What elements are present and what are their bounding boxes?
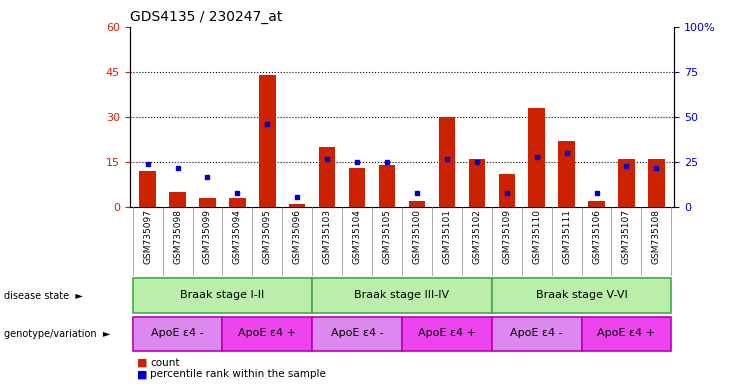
Bar xyxy=(199,198,216,207)
FancyBboxPatch shape xyxy=(133,278,312,313)
Bar xyxy=(499,174,515,207)
Bar xyxy=(648,159,665,207)
Text: ApoE ε4 -: ApoE ε4 - xyxy=(151,328,204,338)
FancyBboxPatch shape xyxy=(492,278,671,313)
Text: GSM735104: GSM735104 xyxy=(353,209,362,264)
Text: percentile rank within the sample: percentile rank within the sample xyxy=(150,369,326,379)
Text: count: count xyxy=(150,358,180,368)
Bar xyxy=(588,201,605,207)
Text: GSM735106: GSM735106 xyxy=(592,209,601,264)
Text: ApoE ε4 +: ApoE ε4 + xyxy=(239,328,296,338)
FancyBboxPatch shape xyxy=(402,317,492,351)
Text: ApoE ε4 -: ApoE ε4 - xyxy=(511,328,563,338)
Text: genotype/variation  ►: genotype/variation ► xyxy=(4,329,110,339)
Text: GSM735096: GSM735096 xyxy=(293,209,302,264)
Bar xyxy=(229,198,245,207)
Text: GSM735094: GSM735094 xyxy=(233,209,242,264)
Text: Braak stage V-VI: Braak stage V-VI xyxy=(536,290,628,300)
Text: GSM735105: GSM735105 xyxy=(382,209,391,264)
Bar xyxy=(439,117,455,207)
Text: GSM735095: GSM735095 xyxy=(263,209,272,264)
Text: Braak stage I-II: Braak stage I-II xyxy=(180,290,265,300)
Bar xyxy=(349,168,365,207)
Text: ■: ■ xyxy=(137,369,147,379)
Text: GSM735100: GSM735100 xyxy=(413,209,422,264)
Bar xyxy=(559,141,575,207)
Bar xyxy=(409,201,425,207)
Text: GSM735111: GSM735111 xyxy=(562,209,571,264)
Text: GDS4135 / 230247_at: GDS4135 / 230247_at xyxy=(130,10,282,25)
Bar xyxy=(289,204,305,207)
FancyBboxPatch shape xyxy=(582,317,671,351)
Bar xyxy=(170,192,186,207)
Text: Braak stage III-IV: Braak stage III-IV xyxy=(354,290,450,300)
Text: GSM735097: GSM735097 xyxy=(143,209,152,264)
Bar xyxy=(259,75,276,207)
Bar xyxy=(319,147,336,207)
Text: ApoE ε4 +: ApoE ε4 + xyxy=(418,328,476,338)
Text: disease state  ►: disease state ► xyxy=(4,291,82,301)
Text: GSM735103: GSM735103 xyxy=(322,209,332,264)
Text: GSM735101: GSM735101 xyxy=(442,209,451,264)
Bar xyxy=(468,159,485,207)
FancyBboxPatch shape xyxy=(492,317,582,351)
Text: ApoE ε4 -: ApoE ε4 - xyxy=(330,328,383,338)
FancyBboxPatch shape xyxy=(312,317,402,351)
Text: GSM735109: GSM735109 xyxy=(502,209,511,264)
Bar xyxy=(618,159,634,207)
FancyBboxPatch shape xyxy=(312,278,492,313)
Bar xyxy=(139,171,156,207)
Bar xyxy=(379,165,395,207)
FancyBboxPatch shape xyxy=(133,317,222,351)
Text: GSM735102: GSM735102 xyxy=(472,209,482,264)
Text: ■: ■ xyxy=(137,358,147,368)
Bar xyxy=(528,108,545,207)
Text: GSM735110: GSM735110 xyxy=(532,209,541,264)
Text: GSM735108: GSM735108 xyxy=(652,209,661,264)
Text: GSM735107: GSM735107 xyxy=(622,209,631,264)
FancyBboxPatch shape xyxy=(222,317,312,351)
Text: GSM735098: GSM735098 xyxy=(173,209,182,264)
Text: ApoE ε4 +: ApoE ε4 + xyxy=(597,328,656,338)
Text: GSM735099: GSM735099 xyxy=(203,209,212,264)
